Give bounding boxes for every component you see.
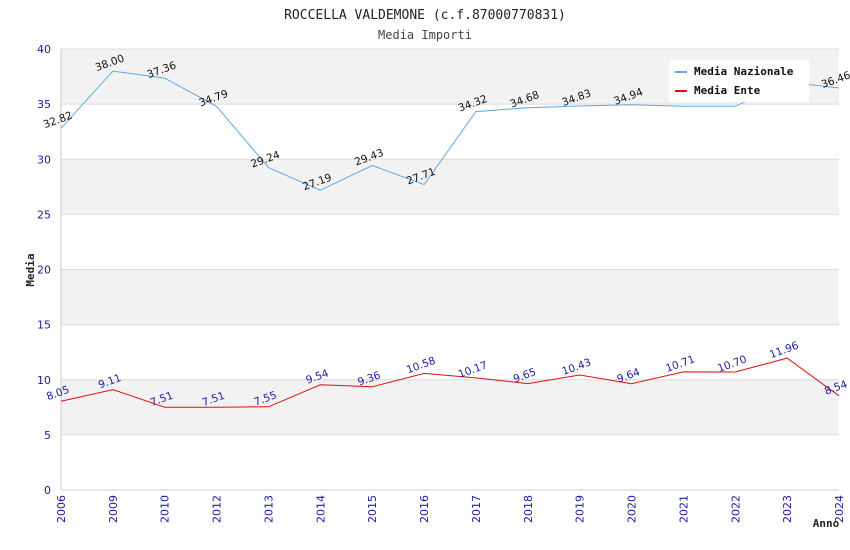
chart-title: ROCCELLA VALDEMONE (c.f.87000770831) — [284, 8, 566, 23]
x-tick-label: 2010 — [159, 495, 172, 523]
y-axis-label: Media — [24, 253, 37, 286]
x-tick-label: 2013 — [262, 495, 275, 523]
axes — [60, 49, 839, 491]
x-tick-label: 2022 — [729, 495, 742, 523]
y-axis-ticks: 0 5 10 15 20 25 30 35 40 — [37, 43, 51, 497]
legend-label-media-ente: Media Ente — [694, 84, 761, 97]
x-tick-label: 2014 — [314, 495, 327, 523]
y-tick-label: 20 — [37, 264, 51, 277]
x-axis-label: Anno — [813, 517, 840, 530]
x-tick-label: 2020 — [626, 495, 639, 523]
x-tick-label: 2006 — [55, 495, 68, 523]
y-tick-label: 5 — [44, 429, 51, 442]
x-tick-label: 2018 — [522, 495, 535, 523]
x-tick-label: 2016 — [418, 495, 431, 523]
y-tick-label: 25 — [37, 208, 51, 221]
grid-band — [61, 324, 839, 380]
y-tick-label: 10 — [37, 374, 51, 387]
grid-band — [61, 214, 839, 270]
legend-box — [669, 60, 809, 102]
x-axis-ticks: 2006 2009 2010 2012 2013 2014 2015 2016 2017 2018… — [55, 495, 846, 523]
x-tick-label: 2009 — [107, 495, 120, 523]
y-tick-label: 15 — [37, 319, 51, 332]
x-tick-label: 2012 — [211, 495, 224, 523]
grid-band — [61, 104, 839, 160]
x-tick-label: 2019 — [574, 495, 587, 523]
y-tick-label: 0 — [44, 484, 51, 497]
legend: Media Nazionale Media Ente — [669, 60, 809, 102]
series-line-media-ente — [60, 357, 840, 408]
legend-label-media-nazionale: Media Nazionale — [694, 65, 794, 78]
chart-subtitle: Media Importi — [378, 28, 472, 42]
series-line-media-nazionale — [60, 70, 840, 191]
x-tick-label: 2023 — [781, 495, 794, 523]
grid-bands — [61, 49, 839, 490]
x-tick-label: 2015 — [366, 495, 379, 523]
series-lines — [60, 70, 840, 408]
x-tick-label: 2024 — [833, 495, 846, 523]
y-tick-label: 35 — [37, 98, 51, 111]
y-tick-label: 40 — [37, 43, 51, 56]
x-tick-label: 2017 — [470, 495, 483, 523]
y-tick-label: 30 — [37, 153, 51, 166]
grid-band — [61, 269, 839, 325]
grid-band — [61, 434, 839, 490]
x-tick-label: 2021 — [677, 495, 690, 523]
grid-band — [61, 159, 839, 215]
